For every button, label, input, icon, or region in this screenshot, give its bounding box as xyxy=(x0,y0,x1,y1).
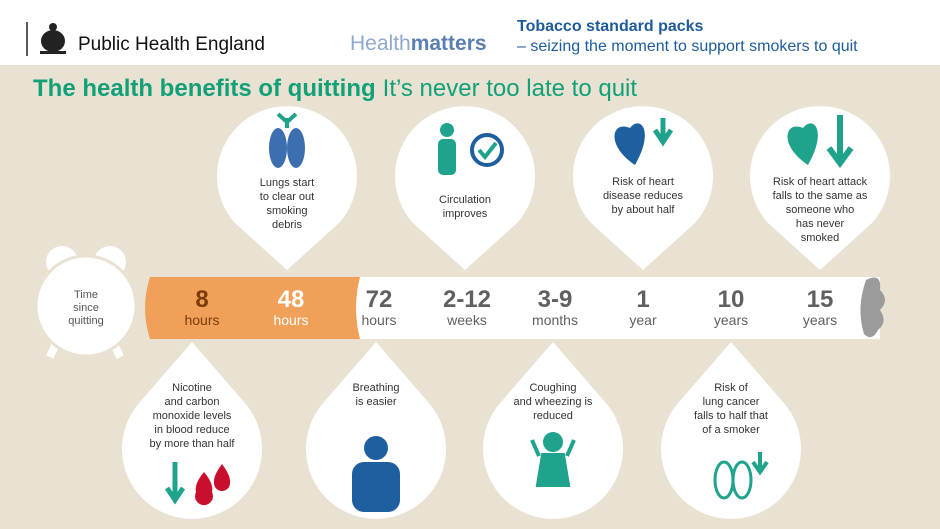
callout-text: reduced xyxy=(533,410,573,422)
timeline-unit: years xyxy=(803,312,837,328)
icon xyxy=(195,472,214,506)
timeline-number: 8 xyxy=(195,286,208,313)
icon xyxy=(751,452,769,476)
clock-label: Time xyxy=(74,289,98,301)
callout-text: by more than half xyxy=(150,438,236,450)
crest xyxy=(40,23,66,54)
timeline-end xyxy=(860,277,885,338)
callout-text: Risk of xyxy=(714,382,749,394)
icon xyxy=(438,139,456,175)
timeline-unit: weeks xyxy=(446,312,487,328)
icon xyxy=(287,128,305,168)
timeline-number: 15 xyxy=(807,286,834,313)
campaign: Tobacco standard packs xyxy=(517,18,704,35)
timeline-number: 72 xyxy=(366,286,393,313)
brand-bold: matters xyxy=(411,32,487,55)
callout-text: Breathing xyxy=(352,382,399,394)
header-band xyxy=(0,0,940,65)
clock-label: since xyxy=(73,302,99,314)
icon xyxy=(276,112,298,128)
callout-text: to clear out xyxy=(260,191,314,203)
icon xyxy=(477,141,498,161)
icon xyxy=(364,436,388,460)
timeline-unit: years xyxy=(714,312,748,328)
brand: Healthmatters xyxy=(350,32,487,55)
icon xyxy=(652,118,674,147)
callout-text: Lungs start xyxy=(260,177,314,189)
icon xyxy=(213,464,231,491)
icon xyxy=(543,432,563,452)
callout-text: and wheezing is xyxy=(514,396,593,408)
timeline-elapsed xyxy=(145,277,360,339)
timeline-unit: hours xyxy=(361,312,396,328)
campaign-subtitle: – seizing the moment to support smokers … xyxy=(517,38,858,55)
organisation: Public Health England xyxy=(78,34,265,55)
callout-text: smoking xyxy=(267,205,308,217)
callout-drop xyxy=(750,106,890,270)
icon xyxy=(826,115,854,169)
title: The health benefits of quitting It’s neve… xyxy=(33,75,637,102)
timeline-unit: year xyxy=(629,312,657,328)
callout-drop xyxy=(483,342,623,519)
callout-text: lung cancer xyxy=(703,396,760,408)
timeline-unit: hours xyxy=(184,312,219,328)
clock xyxy=(34,246,138,359)
icon xyxy=(731,460,753,500)
clock-label: quitting xyxy=(68,315,103,327)
callout-drop xyxy=(305,342,446,519)
callout-text: of a smoker xyxy=(702,424,760,436)
timeline-number: 2-12 xyxy=(443,286,491,313)
callout-text: disease reduces xyxy=(603,190,684,202)
icon xyxy=(440,123,454,137)
callout-drop xyxy=(217,106,358,270)
title-tagline: It’s never too late to quit xyxy=(383,75,638,102)
icon xyxy=(614,123,645,165)
icon xyxy=(269,128,287,168)
timeline-number: 1 xyxy=(636,286,649,313)
timeline-number: 48 xyxy=(278,286,305,313)
callout-text: Circulation xyxy=(439,194,491,206)
timeline-unit: hours xyxy=(273,312,308,328)
callout-text: smoked xyxy=(801,232,840,244)
callout-text: has never xyxy=(796,218,845,230)
callout-text: someone who xyxy=(786,204,855,216)
callouts: Lungs start to clear out smoking debris Circ… xyxy=(122,106,890,519)
callout-text: falls to the same as xyxy=(773,190,868,202)
brand-light: Health xyxy=(350,32,411,55)
timeline-number: 3-9 xyxy=(538,286,573,313)
callout-text: is easier xyxy=(356,396,397,408)
icon xyxy=(164,462,186,505)
callout-text: falls to half that xyxy=(694,410,768,422)
callout-text: monoxide levels xyxy=(153,410,232,422)
timeline-number: 10 xyxy=(718,286,745,313)
timeline-labels: 8hours48hours72hours2-12weeks3-9months1y… xyxy=(184,286,837,328)
icon xyxy=(352,462,400,512)
callout-text: Risk of heart xyxy=(612,176,674,188)
title-main: The health benefits of quitting xyxy=(33,75,376,102)
callout-text: Coughing xyxy=(529,382,576,394)
callout-drop xyxy=(661,342,801,519)
icon xyxy=(470,133,504,167)
icon xyxy=(787,123,818,165)
callout-text: Risk of heart attack xyxy=(773,176,868,188)
timeline-unit: months xyxy=(532,312,578,328)
callout-drop xyxy=(573,106,713,270)
callout-text: by about half xyxy=(612,204,676,216)
callout-text: Nicotine xyxy=(172,382,212,394)
callout-text: debris xyxy=(272,219,302,231)
callout-text: improves xyxy=(443,208,488,220)
callout-text: in blood reduce xyxy=(154,424,229,436)
icon xyxy=(530,439,576,487)
callout-text: and carbon xyxy=(164,396,219,408)
